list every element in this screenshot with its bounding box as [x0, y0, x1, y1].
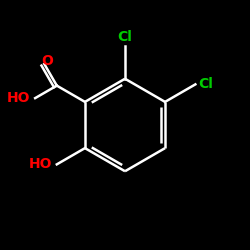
Text: HO: HO: [7, 91, 30, 105]
Text: Cl: Cl: [118, 30, 132, 44]
Text: HO: HO: [28, 158, 52, 172]
Text: Cl: Cl: [198, 78, 213, 91]
Text: O: O: [41, 54, 53, 68]
